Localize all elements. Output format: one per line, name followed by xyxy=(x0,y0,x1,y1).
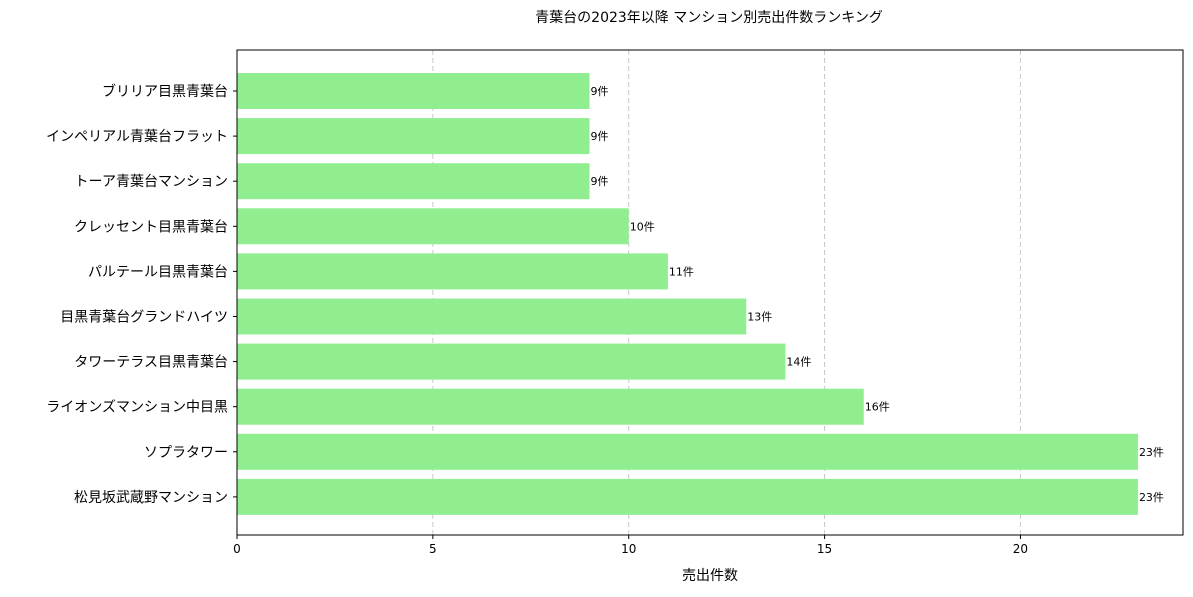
bar-value-label: 9件 xyxy=(591,175,609,188)
y-tick-label: インペリアル青葉台フラット xyxy=(46,129,228,145)
bar xyxy=(237,118,590,155)
bar xyxy=(237,163,590,200)
y-tick-label: ソプラタワー xyxy=(144,445,228,461)
x-tick-label: 20 xyxy=(1013,542,1028,556)
y-tick-label: トーア青葉台マンション xyxy=(75,174,228,190)
x-tick-label: 0 xyxy=(233,542,241,556)
bar-value-label: 16件 xyxy=(865,401,890,414)
x-tick-label: 15 xyxy=(817,542,832,556)
bar-value-label: 10件 xyxy=(630,220,655,233)
bar-value-label: 23件 xyxy=(1139,491,1164,504)
bar-value-label: 23件 xyxy=(1139,446,1164,459)
y-tick-label: 目黒青葉台グランドハイツ xyxy=(60,310,228,326)
bar xyxy=(237,298,747,335)
bar-value-label: 9件 xyxy=(591,85,609,98)
chart-title: 青葉台の2023年以降 マンション別売出件数ランキング xyxy=(535,10,883,26)
x-tick-label: 10 xyxy=(621,542,636,556)
bar-value-label: 13件 xyxy=(747,311,772,324)
plot-frame xyxy=(236,49,1184,536)
y-tick-label: ブリリア目黒青葉台 xyxy=(102,83,228,100)
bar-value-label: 9件 xyxy=(591,130,609,143)
bar xyxy=(237,433,1138,470)
y-tick-label: タワーテラス目黒青葉台 xyxy=(74,355,228,371)
bar xyxy=(237,208,629,245)
bar xyxy=(237,388,864,425)
x-axis-label: 売出件数 xyxy=(682,568,738,584)
bar-value-label: 11件 xyxy=(669,265,694,278)
y-tick-label: クレッセント目黒青葉台 xyxy=(74,219,228,235)
y-tick-label: 松見坂武蔵野マンション xyxy=(74,490,228,506)
y-tick-label: ライオンズマンション中目黒 xyxy=(46,400,228,416)
y-tick-label: パルテール目黒青葉台 xyxy=(88,264,228,280)
bar xyxy=(237,478,1138,515)
bar xyxy=(237,253,668,290)
bar xyxy=(237,73,590,109)
x-tick-label: 5 xyxy=(429,542,437,556)
bar xyxy=(237,343,786,380)
bar-value-label: 14件 xyxy=(786,356,811,369)
